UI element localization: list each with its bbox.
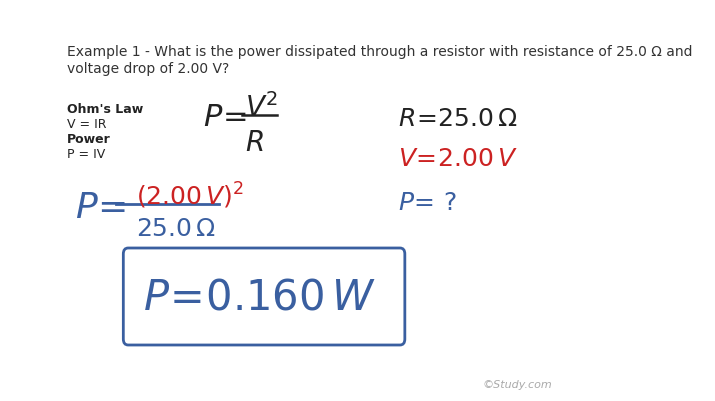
Text: V = IR: V = IR (66, 118, 106, 131)
Text: Power: Power (66, 133, 110, 146)
Text: $V^2$: $V^2$ (245, 93, 278, 123)
Text: $R$: $R$ (245, 130, 264, 157)
Text: Example 1 - What is the power dissipated through a resistor with resistance of 2: Example 1 - What is the power dissipated… (66, 45, 692, 59)
Text: voltage drop of 2.00 V?: voltage drop of 2.00 V? (66, 62, 229, 76)
Text: $(2.00\,V)^2$: $(2.00\,V)^2$ (137, 180, 245, 211)
Text: $P\!=\!$: $P\!=\!$ (203, 102, 247, 133)
Text: ©Study.com: ©Study.com (483, 379, 553, 389)
Text: $25.0\,\Omega$: $25.0\,\Omega$ (137, 217, 216, 241)
Text: Ohm's Law: Ohm's Law (66, 103, 143, 116)
Text: $R\!=\!25.0\,\Omega$: $R\!=\!25.0\,\Omega$ (398, 108, 518, 131)
Text: $V\!=\!2.00\,V$: $V\!=\!2.00\,V$ (398, 148, 518, 170)
Text: $P\!=$: $P\!=$ (74, 190, 126, 225)
Text: P = IV: P = IV (66, 148, 105, 160)
FancyBboxPatch shape (123, 248, 405, 345)
Text: $P\!=\!0.160\,W$: $P\!=\!0.160\,W$ (143, 276, 376, 318)
Text: $P\!=\,?$: $P\!=\,?$ (398, 192, 457, 215)
